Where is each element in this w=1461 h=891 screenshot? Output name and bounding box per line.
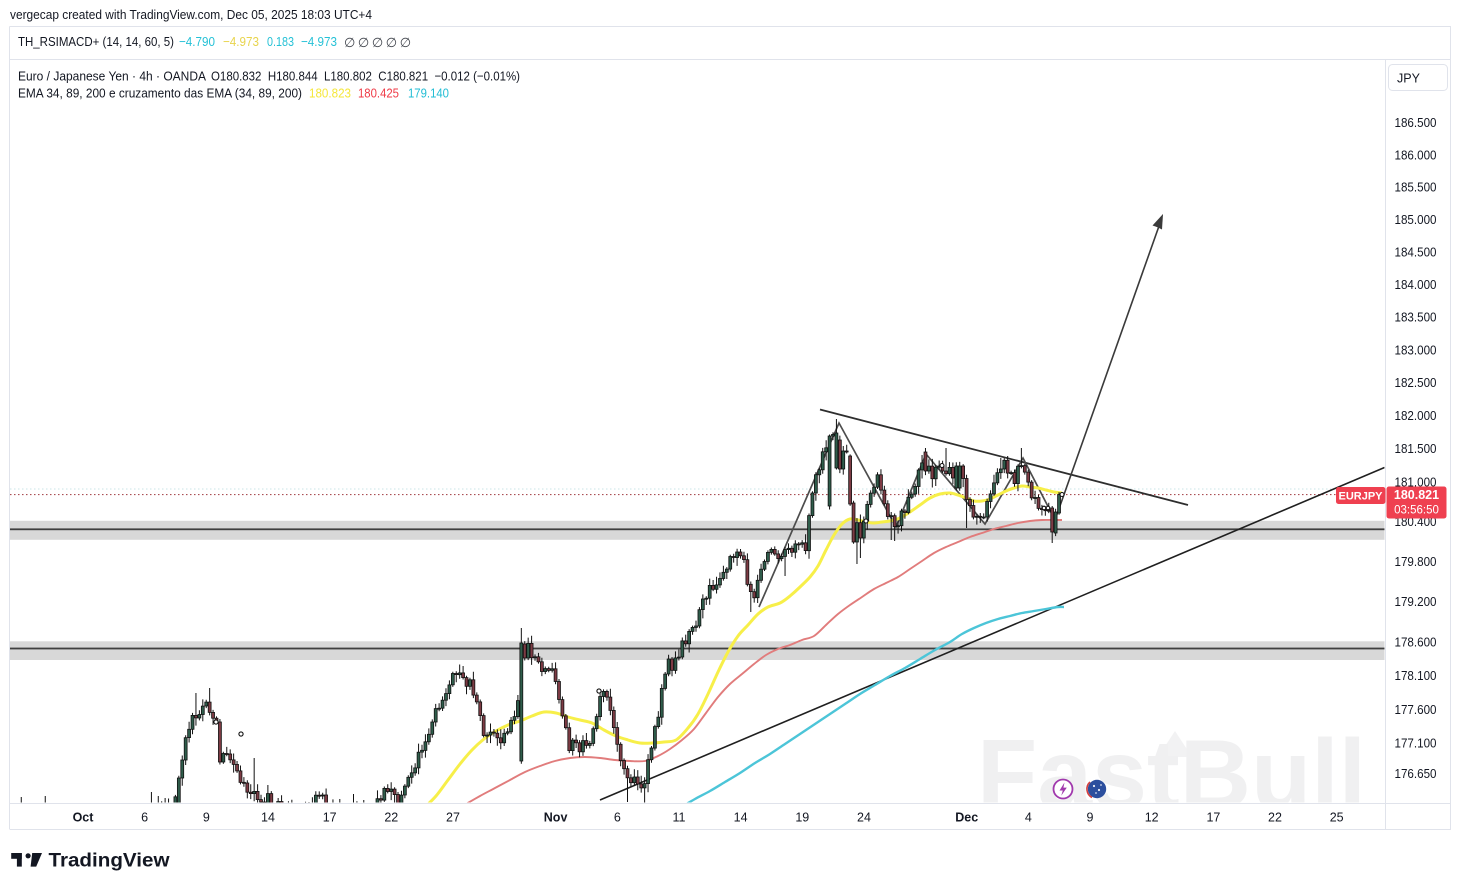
svg-text:176.650: 176.650 (1395, 767, 1437, 781)
svg-text:6: 6 (614, 811, 621, 825)
svg-text:Dec: Dec (955, 811, 978, 825)
svg-text:178.100: 178.100 (1395, 669, 1437, 683)
svg-text:183.500: 183.500 (1395, 311, 1437, 325)
svg-text:vergecap created with TradingV: vergecap created with TradingView.com, D… (10, 7, 372, 22)
svg-text:19: 19 (795, 811, 809, 825)
svg-text:181.500: 181.500 (1395, 442, 1437, 456)
svg-text:183.000: 183.000 (1395, 343, 1437, 357)
svg-text:184.500: 184.500 (1395, 246, 1437, 260)
svg-text:25: 25 (1330, 811, 1344, 825)
svg-text:4: 4 (1025, 811, 1032, 825)
svg-text:181.000: 181.000 (1395, 475, 1437, 489)
svg-text:−4.973: −4.973 (301, 34, 337, 49)
svg-text:TH_RSIMACD+ (14, 14, 60, 5): TH_RSIMACD+ (14, 14, 60, 5) (18, 34, 174, 49)
svg-text:186.000: 186.000 (1395, 148, 1437, 162)
svg-text:14: 14 (261, 811, 275, 825)
svg-text:FastBull: FastBull (977, 719, 1366, 829)
svg-text:−4.973: −4.973 (223, 34, 259, 49)
svg-text:0.183: 0.183 (267, 34, 294, 49)
svg-text:182.000: 182.000 (1395, 409, 1437, 423)
svg-text:27: 27 (446, 811, 460, 825)
svg-text:EMA 34, 89, 200 e cruzamento d: EMA 34, 89, 200 e cruzamento das EMA (34… (18, 86, 302, 101)
svg-text:Nov: Nov (544, 811, 568, 825)
svg-text:179.140: 179.140 (408, 86, 449, 101)
svg-text:177.100: 177.100 (1395, 737, 1437, 751)
svg-text:22: 22 (1268, 811, 1282, 825)
svg-text:Oct: Oct (73, 811, 95, 825)
svg-text:14: 14 (734, 811, 748, 825)
svg-text:22: 22 (384, 811, 398, 825)
svg-text:∅∅∅∅∅: ∅∅∅∅∅ (344, 35, 414, 50)
svg-text:180.823: 180.823 (309, 86, 351, 101)
svg-text:17: 17 (1206, 811, 1220, 825)
svg-text:9: 9 (1087, 811, 1094, 825)
svg-text:EURJPY: EURJPY (1338, 491, 1383, 503)
svg-text:−4.790: −4.790 (179, 34, 215, 49)
svg-text:24: 24 (857, 811, 871, 825)
svg-text:17: 17 (323, 811, 337, 825)
svg-text:180.400: 180.400 (1395, 515, 1437, 529)
svg-text:6: 6 (141, 811, 148, 825)
svg-text:186.500: 186.500 (1395, 116, 1437, 130)
svg-text:185.500: 185.500 (1395, 181, 1437, 195)
svg-text:Euro / Japanese Yen · 4h · OAN: Euro / Japanese Yen · 4h · OANDA (18, 69, 206, 84)
svg-text:184.000: 184.000 (1395, 278, 1437, 292)
svg-text:179.800: 179.800 (1395, 555, 1437, 569)
svg-text:185.000: 185.000 (1395, 213, 1437, 227)
svg-text:TradingView: TradingView (49, 850, 170, 871)
svg-text:11: 11 (673, 811, 686, 825)
svg-text:178.600: 178.600 (1395, 636, 1437, 650)
svg-text:179.200: 179.200 (1395, 595, 1437, 609)
svg-text:180.821: 180.821 (1394, 488, 1439, 502)
svg-text:JPY: JPY (1397, 72, 1421, 86)
svg-text:12: 12 (1145, 811, 1159, 825)
svg-text:O180.832 H180.844 L180.802: O180.832 H180.844 L180.802 C180.821 −0.0… (211, 69, 520, 84)
svg-text:9: 9 (203, 811, 210, 825)
svg-text:182.500: 182.500 (1395, 376, 1437, 390)
svg-text:180.425: 180.425 (358, 86, 399, 101)
svg-text:177.600: 177.600 (1395, 703, 1437, 717)
svg-text:03:56:50: 03:56:50 (1394, 505, 1439, 517)
